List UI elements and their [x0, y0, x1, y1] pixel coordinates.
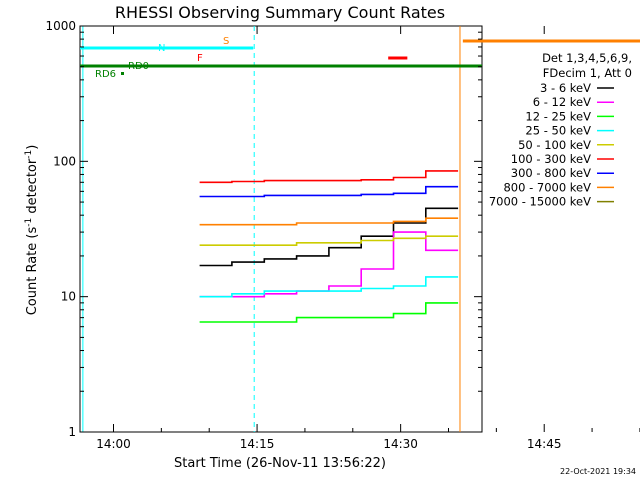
- series-line-100-300-kev-seg1: [199, 170, 459, 184]
- y-axis-label: Count Rate (s-1 detector-1): [24, 145, 40, 316]
- orbit-annotations: N F S RD0 RD6: [80, 26, 640, 432]
- series-line-12-25-kev-seg1: [199, 302, 459, 323]
- rd6-marker: [121, 72, 124, 75]
- flare-label: F: [197, 53, 203, 64]
- x-tick-label: 14:15: [240, 437, 275, 451]
- y-tick-label: 100: [53, 154, 76, 168]
- legend-label: 800 - 7000 keV: [503, 180, 591, 194]
- y-label-part-3: ): [25, 145, 40, 150]
- series-line-800-7000-kev-seg1: [199, 217, 459, 226]
- x-axis-label: Start Time (26-Nov-11 13:56:22): [174, 456, 386, 471]
- plot-frame: [79, 25, 483, 433]
- timestamp: 22-Oct-2021 19:34: [560, 467, 636, 476]
- y-label-sup-1: -1: [24, 218, 34, 227]
- chart-title: RHESSI Observing Summary Count Rates: [115, 3, 445, 22]
- legend-label: 100 - 300 keV: [511, 152, 591, 166]
- rd0-label: RD0: [128, 61, 149, 72]
- series-line-25-50-kev-seg1: [199, 276, 459, 298]
- series-line-300-800-kev-seg1: [199, 185, 459, 198]
- x-tick-label: 14:30: [383, 437, 418, 451]
- legend-label: 3 - 6 keV: [540, 81, 591, 95]
- legend-label: 12 - 25 keV: [525, 109, 591, 123]
- legend-label: 50 - 100 keV: [518, 138, 591, 152]
- y-label-part-2: detector: [25, 158, 40, 218]
- night-label: N: [158, 43, 165, 54]
- series-layer: [199, 170, 459, 323]
- y-tick-label: 10: [61, 290, 76, 304]
- legend-label: 7000 - 15000 keV: [489, 195, 591, 209]
- series-line-6-12-kev-seg1: [199, 231, 459, 298]
- rd6-label: RD6: [95, 69, 116, 80]
- y-tick-label: 1000: [45, 19, 76, 33]
- legend-label: 300 - 800 keV: [511, 166, 591, 180]
- legend: Det 1,3,4,5,6,9, FDecim 1, Att 0 3 - 6 k…: [489, 51, 632, 209]
- x-tick-label: 14:00: [96, 437, 131, 451]
- legend-header-line-1: Det 1,3,4,5,6,9,: [542, 51, 632, 65]
- saa-label: S: [223, 36, 229, 47]
- y-axis-ticks: 1 10 100 1000: [45, 19, 482, 439]
- series-line-3-6-kev-seg1: [199, 207, 459, 267]
- series-line-50-100-kev-seg1: [199, 235, 459, 246]
- legend-label: 25 - 50 keV: [525, 124, 591, 138]
- legend-header-line-2: FDecim 1, Att 0: [543, 66, 632, 80]
- legend-label: 6 - 12 keV: [533, 95, 591, 109]
- y-label-part-1: Count Rate (s: [25, 227, 40, 316]
- y-label-sup-2: -1: [24, 150, 34, 159]
- y-tick-label: 1: [68, 425, 76, 439]
- x-tick-label: 14:45: [527, 437, 562, 451]
